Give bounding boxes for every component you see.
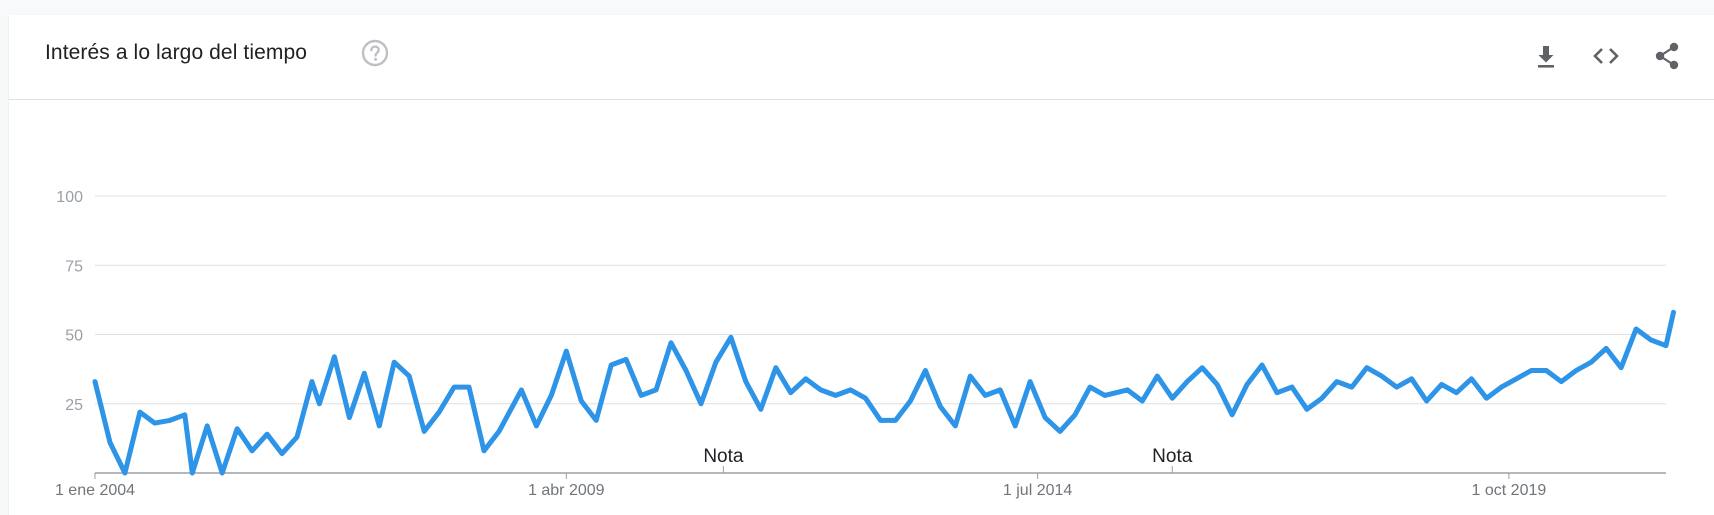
note-marker[interactable]: Nota [703, 446, 744, 467]
chart-notes: Nota Nota [703, 446, 1193, 473]
help-circle-icon[interactable] [361, 39, 389, 67]
series-line [92, 309, 1676, 476]
card-title: Interés a lo largo del tiempo [45, 41, 308, 64]
x-tick-label: 1 ene 2004 [55, 482, 135, 499]
download-icon [1538, 46, 1554, 68]
chart-grid [95, 195, 1666, 405]
y-tick-label: 25 [65, 397, 83, 414]
x-tick-label: 1 abr 2009 [528, 482, 605, 499]
y-tick-label: 75 [65, 258, 83, 275]
card-header: Interés a lo largo del tiempo [9, 15, 1714, 100]
download-button[interactable] [1531, 41, 1561, 71]
code-icon [1593, 48, 1619, 64]
y-axis-ticks: 25 50 75 100 [56, 189, 83, 414]
x-axis: 1 ene 2004 1 abr 2009 1 jul 2014 1 oct 2019 [55, 472, 1666, 499]
x-tick-label: 1 jul 2014 [1003, 482, 1072, 499]
y-tick-label: 50 [65, 328, 83, 345]
note-marker[interactable]: Nota [1152, 446, 1193, 467]
share-icon [1655, 42, 1679, 70]
share-button[interactable] [1652, 41, 1682, 71]
embed-button[interactable] [1591, 41, 1621, 71]
x-tick-label: 1 oct 2019 [1472, 482, 1547, 499]
y-tick-label: 100 [56, 189, 83, 206]
chart-series [92, 309, 1676, 476]
